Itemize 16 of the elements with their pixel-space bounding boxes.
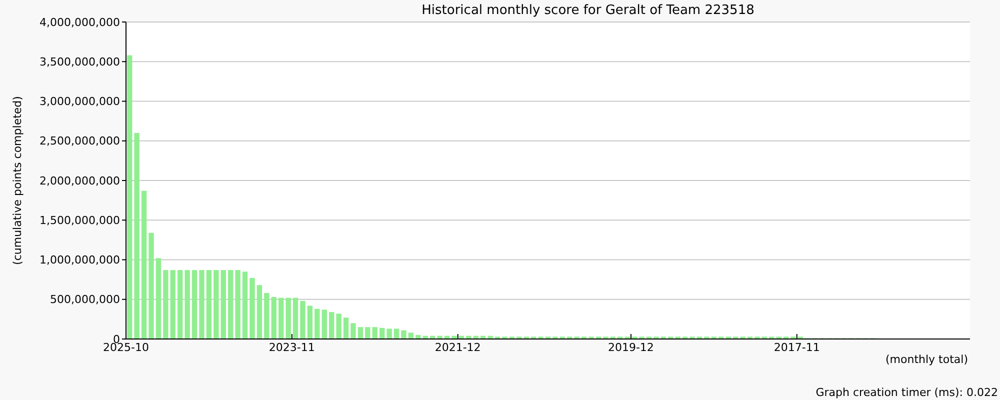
y-tick-label: 1,000,000,000 [40, 254, 120, 267]
text: Graph creation timer (ms): 0.022 [816, 386, 998, 399]
chart-title: Historical monthly score for Geralt of Team 223518 [422, 3, 754, 18]
x-tick-label: 2019-12 [608, 341, 654, 354]
x-tick-label: 2017-11 [774, 341, 820, 354]
y-tick-label: 3,000,000,000 [40, 95, 120, 108]
y-tick-label: 4,000,000,000 [40, 16, 120, 29]
y-tick-label: 3,500,000,000 [40, 55, 120, 68]
y-axis-title: (cumulative points completed) [11, 96, 24, 265]
x-tick-label: 2023-11 [268, 341, 315, 354]
x-axis-title: (monthly total) [886, 353, 968, 366]
y-tick-label: 2,000,000,000 [40, 174, 120, 188]
y-tick-label: 2,500,000,000 [40, 134, 120, 148]
y-tick-label: 500,000,000 [50, 293, 120, 306]
x-tick-label: 2021-12 [434, 341, 481, 354]
y-tick-label: 1,500,000,000 [40, 214, 120, 227]
